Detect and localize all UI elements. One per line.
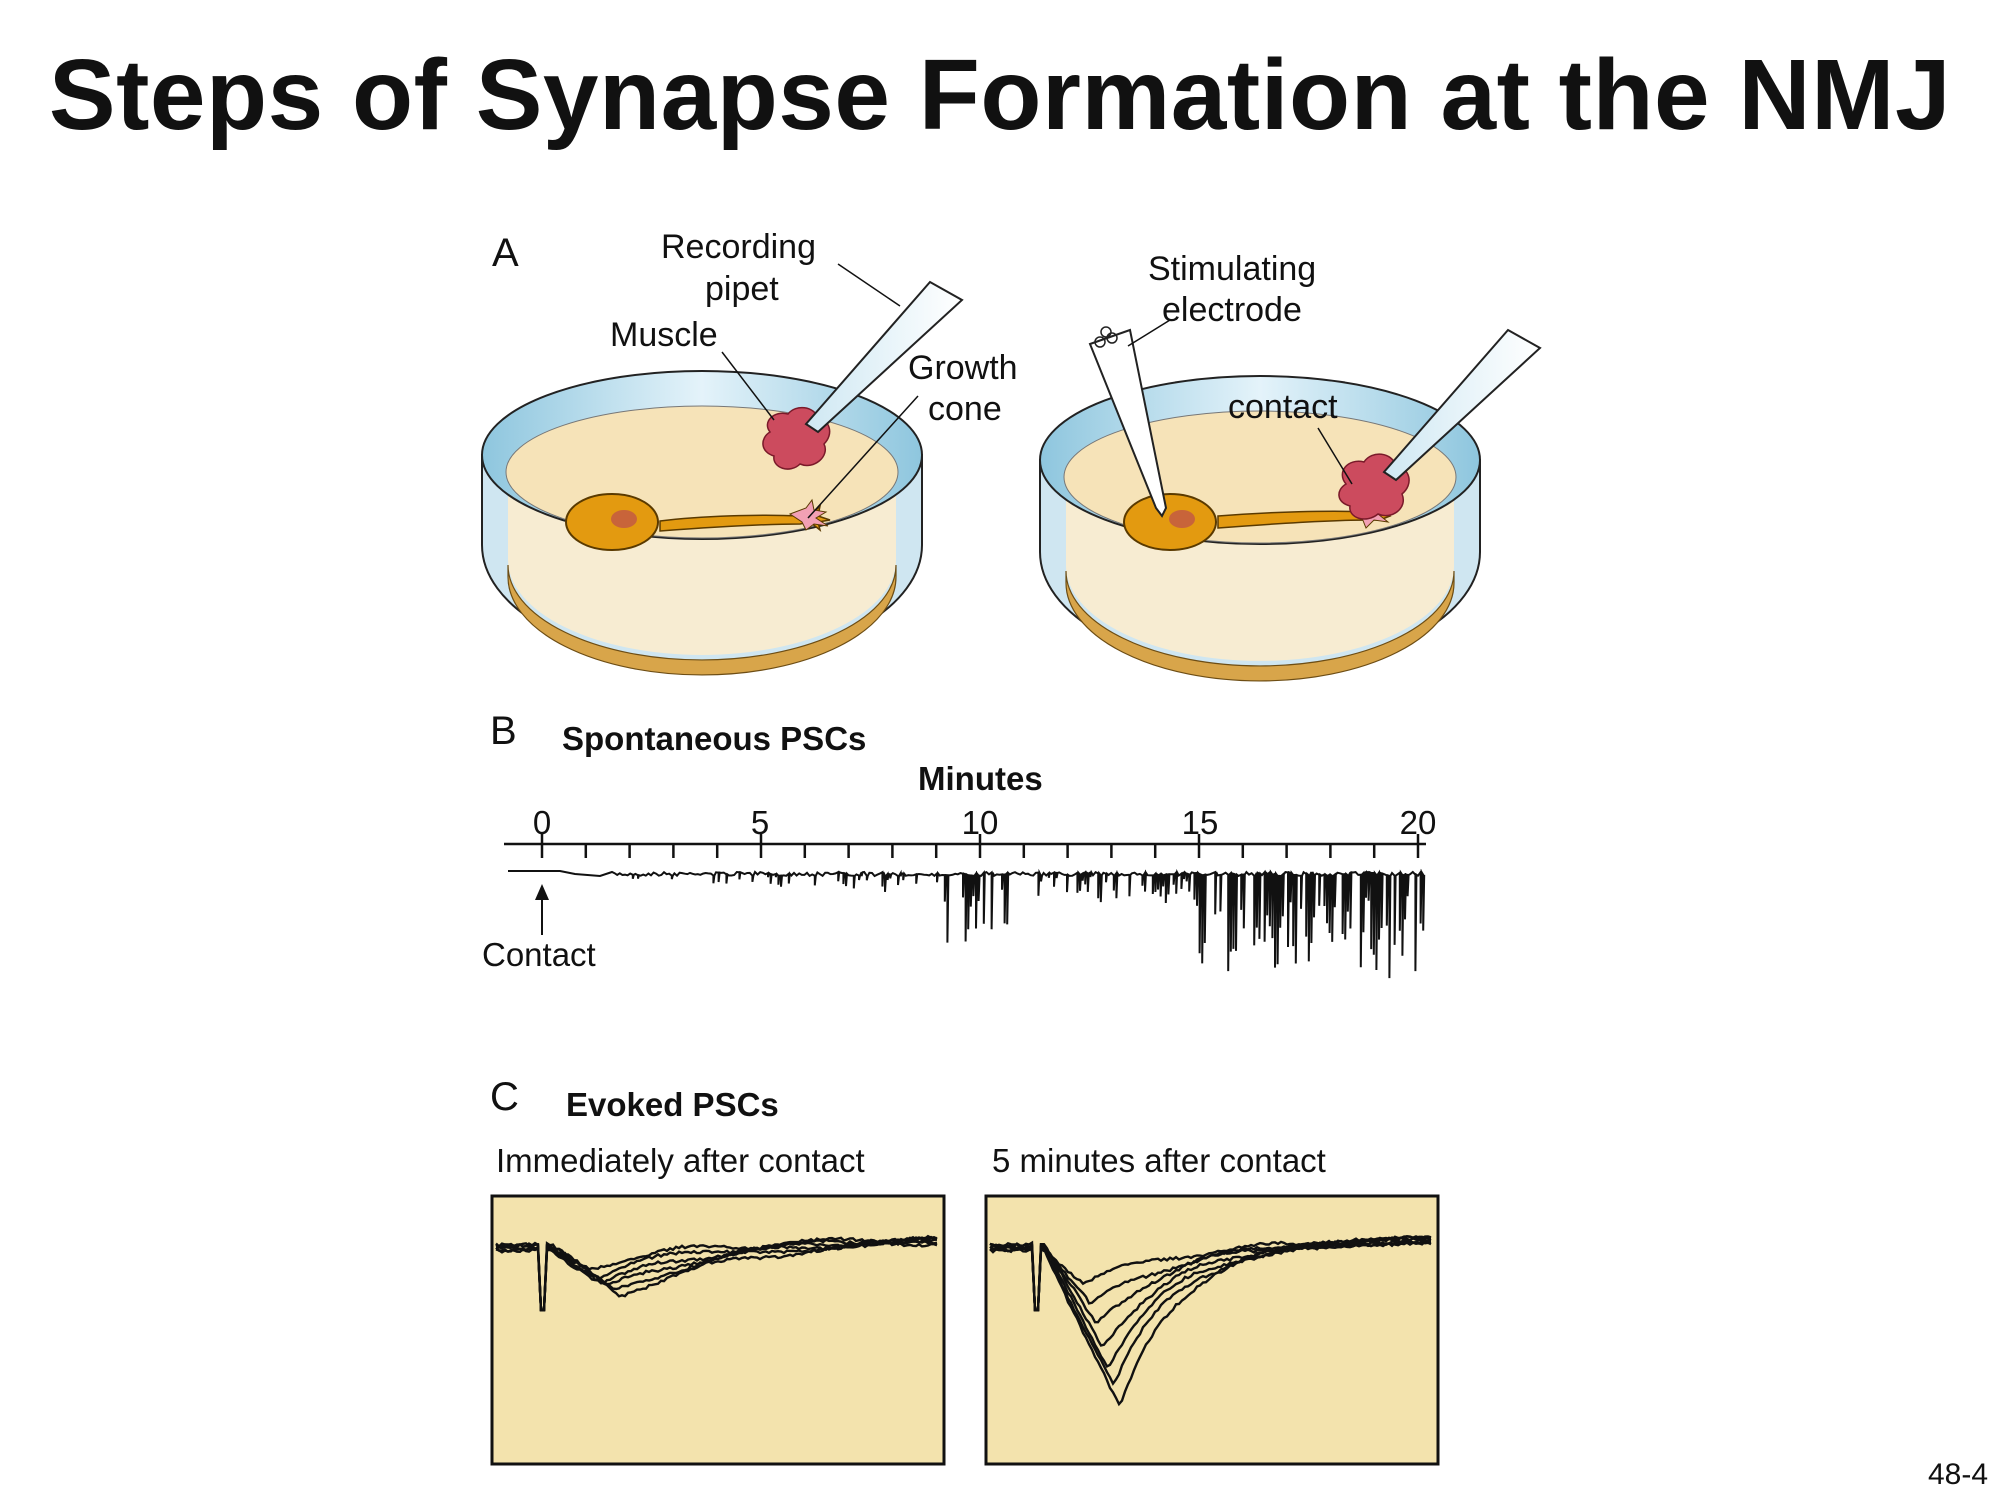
contact-marker-label: Contact	[482, 936, 596, 973]
evoked-psc-trace	[495, 1237, 938, 1312]
contact-label: contact	[1228, 388, 1338, 426]
electrode-loop-3	[1100, 326, 1112, 338]
stimulating-electrode	[1088, 328, 1168, 518]
leader-stimulating-electrode	[1127, 319, 1171, 347]
evoked-left-panel	[490, 1194, 946, 1466]
leader-recording-pipet	[837, 263, 901, 307]
left-culture-dish	[481, 280, 964, 676]
panel-b: B Spontaneous PSCs Minutes 0 5 10 15 20 …	[482, 709, 1436, 979]
electrode-loop-1	[1094, 336, 1106, 348]
muscle-label: Muscle	[610, 316, 718, 354]
evoked-psc-trace	[989, 1237, 1432, 1369]
evoked-psc-trace	[495, 1240, 938, 1312]
evoked-traces-immediately	[495, 1234, 938, 1312]
leader-contact	[1317, 427, 1353, 485]
contact-arrow-head	[535, 884, 549, 900]
panel-b-heading: Spontaneous PSCs	[562, 720, 866, 757]
growth-cone-label-line1: Growth	[908, 349, 1018, 387]
evoked-psc-trace	[989, 1235, 1432, 1407]
right-neuron-nucleus	[1169, 510, 1195, 528]
evoked-right-panel	[984, 1194, 1440, 1466]
panel-c: C Evoked PSCs Immediately after contact …	[490, 1075, 1440, 1466]
evoked-psc-trace	[989, 1238, 1432, 1347]
evoked-traces-5-minutes	[989, 1235, 1432, 1407]
evoked-left-caption: Immediately after contact	[496, 1142, 865, 1179]
leader-muscle	[721, 351, 775, 421]
leader-growth-cone	[807, 395, 919, 519]
right-recording-pipet	[1382, 328, 1542, 482]
slide-title: Steps of Synapse Formation at the NMJ	[48, 39, 1952, 151]
left-recording-pipet	[804, 280, 964, 434]
left-growth-cone	[788, 498, 829, 531]
spontaneous-psc-trace	[508, 868, 1426, 979]
tick-label-5: 5	[751, 804, 769, 841]
left-neuron-nucleus	[611, 510, 637, 528]
growth-cone-label-line2: cone	[928, 390, 1002, 428]
right-culture-dish	[1039, 326, 1542, 682]
panel-a-letter: A	[492, 231, 519, 275]
left-dish-base-band	[507, 564, 897, 676]
evoked-right-caption: 5 minutes after contact	[992, 1142, 1326, 1179]
evoked-psc-trace	[495, 1234, 938, 1312]
time-axis-ticks	[540, 834, 1420, 858]
recording-pipet-label-line1: Recording	[661, 228, 816, 266]
stimulating-electrode-label-line2: electrode	[1162, 291, 1302, 329]
electrode-loop-2	[1106, 332, 1118, 344]
tick-label-0: 0	[533, 804, 551, 841]
panel-b-letter: B	[490, 709, 517, 753]
right-neuron-axon	[1217, 509, 1392, 529]
stimulating-electrode-label-line1: Stimulating	[1148, 250, 1316, 288]
left-neuron-axon	[659, 503, 831, 532]
minutes-axis-title: Minutes	[918, 760, 1043, 797]
panel-c-heading: Evoked PSCs	[566, 1086, 779, 1123]
right-dish-base-band	[1065, 570, 1455, 682]
panel-a: A Recording pipet Muscle Growth cone	[481, 228, 1542, 682]
panel-c-letter: C	[490, 1075, 519, 1119]
recording-pipet-label-line2: pipet	[705, 270, 779, 308]
page-number: 48-4	[1927, 1458, 1988, 1491]
